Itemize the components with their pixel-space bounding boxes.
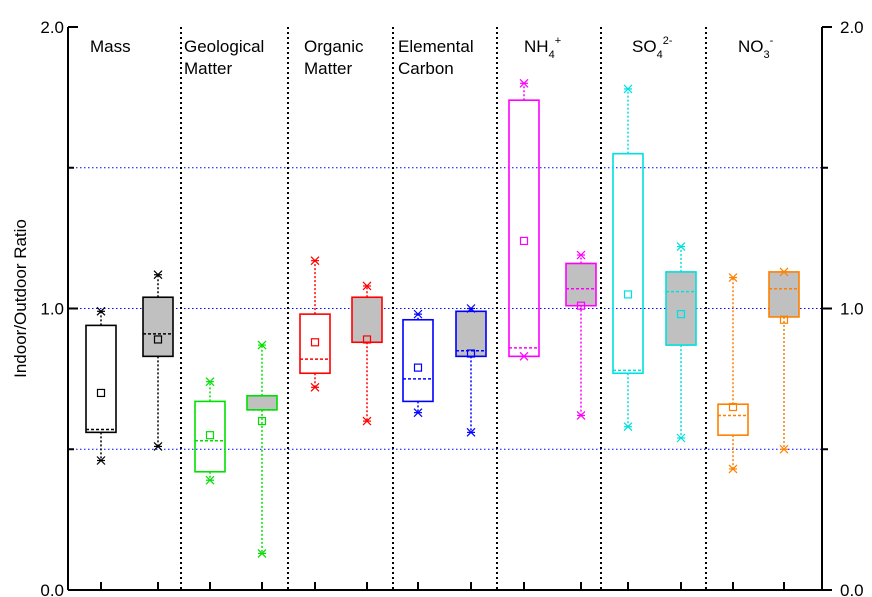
box-body	[194, 400, 226, 473]
y-tick-label-right: 1.0	[840, 300, 864, 319]
box-body	[246, 394, 278, 411]
category-label: Organic	[304, 37, 364, 56]
category-label: Matter	[304, 59, 353, 78]
min-marker	[779, 444, 789, 454]
mean-marker	[728, 402, 738, 412]
box-outdoor-open	[299, 260, 331, 388]
min-marker	[576, 411, 586, 420]
max-marker	[779, 267, 789, 277]
y-tick-label-left: 1.0	[40, 300, 64, 319]
max-marker	[576, 250, 586, 260]
max-marker	[153, 270, 163, 280]
min-marker	[205, 475, 215, 485]
mean-marker	[519, 236, 529, 246]
box-body	[665, 271, 697, 346]
box-outdoor-open	[194, 381, 226, 481]
box-indoor-filled	[142, 274, 174, 447]
mean-marker	[623, 290, 633, 299]
box-outdoor-open	[508, 83, 540, 358]
box-body	[402, 318, 434, 403]
box-body	[612, 152, 644, 375]
mean-marker	[153, 335, 163, 344]
category-label: Geological	[184, 37, 264, 56]
mean-marker	[413, 363, 423, 372]
min-marker	[310, 382, 320, 392]
box-indoor-filled	[768, 271, 800, 450]
y-tick-label-left: 2.0	[40, 18, 64, 37]
box-outdoor-open	[717, 277, 749, 469]
box-body	[565, 262, 597, 307]
max-marker	[362, 281, 372, 291]
min-marker	[676, 433, 686, 443]
max-marker	[728, 273, 738, 282]
mean-marker	[96, 388, 106, 398]
mean-marker	[310, 338, 320, 347]
y-tick-label-left: 0.0	[40, 581, 64, 597]
box-indoor-filled	[455, 308, 487, 433]
min-marker	[728, 464, 738, 474]
max-marker	[466, 304, 476, 313]
box-body	[85, 324, 117, 434]
category-label: Mass	[90, 37, 131, 56]
mean-marker	[257, 417, 267, 426]
mean-marker	[779, 315, 789, 324]
max-marker	[519, 78, 529, 88]
box-outdoor-open	[402, 314, 434, 413]
box-outdoor-open	[85, 311, 117, 461]
box-body	[351, 296, 383, 344]
mean-marker	[362, 335, 372, 344]
max-marker	[413, 309, 423, 319]
category-label: Matter	[184, 59, 233, 78]
box-body	[717, 403, 749, 436]
box-body	[299, 313, 331, 375]
box-body	[142, 296, 174, 358]
box-body	[768, 271, 800, 318]
category-label: Carbon	[398, 59, 454, 78]
max-marker	[205, 377, 215, 387]
mean-marker	[576, 301, 586, 310]
category-label: NH4+	[524, 35, 561, 61]
y-tick-label-right: 0.0	[840, 581, 864, 597]
category-label: Elemental	[398, 37, 474, 56]
min-marker	[96, 456, 106, 465]
mean-marker	[205, 431, 215, 440]
min-marker	[362, 416, 372, 426]
min-marker	[153, 442, 163, 451]
mean-marker	[466, 349, 476, 358]
box-indoor-filled	[351, 285, 383, 422]
min-marker	[623, 422, 633, 432]
box-body	[508, 99, 540, 358]
y-tick-label-right: 2.0	[840, 18, 864, 37]
max-marker	[623, 84, 633, 94]
box-indoor-filled	[565, 255, 597, 416]
y-axis-title: Indoor/Outdoor Ratio	[11, 219, 30, 378]
box-body	[455, 310, 487, 358]
category-label: SO42-	[632, 35, 673, 61]
min-marker	[519, 351, 529, 361]
box-indoor-filled	[665, 246, 697, 438]
max-marker	[96, 306, 106, 316]
max-marker	[676, 242, 686, 251]
mean-marker	[676, 310, 686, 319]
min-marker	[466, 427, 476, 437]
box-outdoor-open	[612, 88, 644, 427]
min-marker	[257, 548, 267, 558]
category-label: NO3-	[738, 35, 774, 61]
min-marker	[413, 408, 423, 418]
max-marker	[257, 340, 267, 350]
box-indoor-filled	[246, 345, 278, 554]
max-marker	[310, 256, 320, 266]
